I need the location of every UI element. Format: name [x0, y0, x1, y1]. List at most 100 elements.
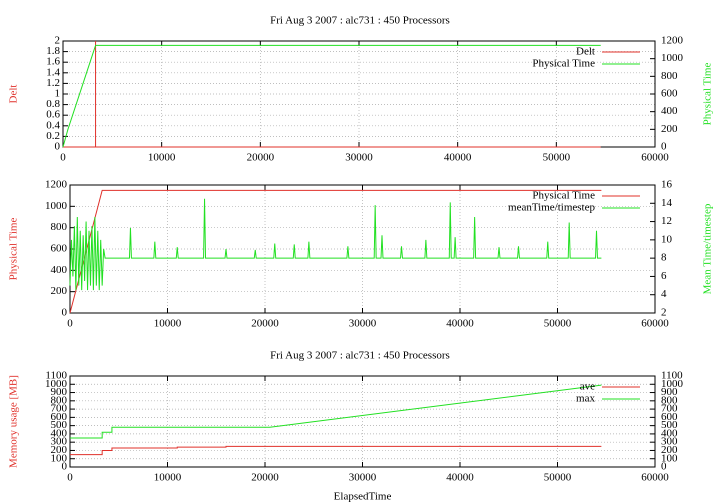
- x-tick-label: 10000: [154, 472, 182, 484]
- x-tick-label: 30000: [349, 318, 377, 330]
- y-tick-label: 0: [62, 307, 68, 319]
- series-line: [62, 44, 601, 148]
- x-tick-label: 50000: [543, 152, 571, 164]
- y2-tick-label: 1000: [661, 52, 684, 64]
- y-tick-label: 1200: [45, 179, 68, 191]
- x-tick-label: 0: [67, 318, 73, 330]
- y-tick-label: 500: [51, 419, 68, 431]
- y2-tick-label: 1200: [661, 35, 684, 47]
- series-line: [70, 445, 602, 456]
- x-tick-label: 10000: [148, 152, 176, 164]
- y2-tick-label: 200: [661, 444, 678, 456]
- y-tick-label: 800: [51, 221, 68, 233]
- y-tick-label: 0: [62, 461, 68, 473]
- x-tick-label: 30000: [349, 472, 377, 484]
- y2-axis-label: Physical Time: [702, 63, 714, 126]
- y-tick-label: 200: [51, 285, 68, 297]
- y-tick-label: 2: [55, 35, 61, 47]
- x-tick-label: 50000: [544, 472, 572, 484]
- x-tick-label: 40000: [444, 152, 472, 164]
- y2-tick-label: 900: [661, 386, 678, 398]
- y-tick-label: 600: [51, 411, 68, 423]
- y2-tick-label: 8: [661, 252, 667, 264]
- y-tick-label: 1.2: [46, 77, 60, 89]
- y-axis-label: Memory usage [MB]: [8, 375, 20, 468]
- y2-tick-label: 10: [661, 233, 673, 245]
- y-tick-label: 0.4: [46, 119, 60, 131]
- y2-tick-label: 500: [661, 419, 678, 431]
- x-tick-label: 0: [67, 472, 73, 484]
- y2-tick-label: 600: [661, 88, 678, 100]
- y-axis-label: Physical Time: [8, 218, 20, 281]
- x-tick-label: 0: [60, 152, 66, 164]
- y-axis-label: Delt: [8, 85, 20, 104]
- x-tick-label: 30000: [345, 152, 373, 164]
- x-tick-label: 20000: [247, 152, 275, 164]
- y-tick-label: 400: [51, 427, 68, 439]
- y2-tick-label: 600: [661, 411, 678, 423]
- x-tick-label: 10000: [154, 318, 182, 330]
- y-tick-label: 0.8: [46, 98, 60, 110]
- y-tick-label: 1100: [45, 370, 67, 382]
- x-tick-label: 60000: [641, 472, 669, 484]
- y-tick-label: 0: [55, 141, 61, 153]
- legend-label: Delt: [576, 46, 595, 58]
- y-tick-label: 300: [51, 436, 68, 448]
- legend-label: max: [576, 393, 595, 405]
- y2-tick-label: 14: [661, 197, 673, 209]
- y-tick-label: 1: [55, 88, 61, 100]
- series-line: [63, 41, 601, 148]
- legend-label: Physical Time: [532, 58, 595, 70]
- y2-tick-label: 200: [661, 123, 678, 135]
- x-tick-label: 60000: [641, 152, 669, 164]
- y-tick-label: 800: [51, 394, 68, 406]
- y-tick-label: 100: [51, 452, 68, 464]
- y2-tick-label: 6: [661, 270, 667, 282]
- x-tick-label: 50000: [544, 318, 572, 330]
- legend-label: ave: [580, 381, 595, 393]
- x-tick-label: 20000: [251, 318, 279, 330]
- y-tick-label: 900: [51, 386, 68, 398]
- y2-tick-label: 300: [661, 436, 678, 448]
- y-tick-label: 0.6: [46, 109, 60, 121]
- y2-tick-label: 100: [661, 452, 678, 464]
- y-tick-label: 200: [51, 444, 68, 456]
- y-tick-label: 1000: [45, 200, 68, 212]
- y-tick-label: 700: [51, 403, 68, 415]
- y2-tick-label: 12: [661, 215, 672, 227]
- y-tick-label: 1.8: [46, 45, 60, 57]
- x-tick-label: 40000: [446, 318, 474, 330]
- y-tick-label: 1.6: [46, 56, 60, 68]
- chart-title: Fri Aug 3 2007 : alc731 : 450 Processors: [270, 350, 450, 362]
- legend-label: meanTime/timestep: [508, 202, 595, 214]
- y-tick-label: 0.2: [46, 130, 60, 142]
- y2-tick-label: 400: [661, 427, 678, 439]
- series-line: [69, 198, 602, 291]
- y2-tick-label: 700: [661, 403, 678, 415]
- x-tick-label: 40000: [446, 472, 474, 484]
- y2-tick-label: 4: [661, 288, 667, 300]
- y2-tick-label: 1000: [661, 378, 684, 390]
- x-axis-label: ElapsedTime: [334, 491, 392, 503]
- y2-tick-label: 400: [661, 105, 678, 117]
- y-tick-label: 400: [51, 264, 68, 276]
- y2-tick-label: 0: [661, 141, 667, 153]
- y2-tick-label: 1100: [661, 370, 683, 382]
- y2-tick-label: 16: [661, 179, 673, 191]
- legend-label: Physical Time: [532, 190, 595, 202]
- x-tick-label: 20000: [251, 472, 279, 484]
- y2-axis-label: Mean Time/timestep: [702, 203, 714, 294]
- y2-tick-label: 800: [661, 394, 678, 406]
- x-tick-label: 60000: [641, 318, 669, 330]
- chart-title: Fri Aug 3 2007 : alc731 : 450 Processors: [270, 15, 450, 27]
- y-tick-label: 1.4: [46, 66, 60, 78]
- series-line: [70, 384, 602, 439]
- series-line: [69, 189, 602, 314]
- y2-tick-label: 0: [661, 461, 667, 473]
- y2-tick-label: 2: [661, 307, 667, 319]
- y-tick-label: 1000: [45, 378, 68, 390]
- y2-tick-label: 800: [661, 70, 678, 82]
- y-tick-label: 600: [51, 243, 68, 255]
